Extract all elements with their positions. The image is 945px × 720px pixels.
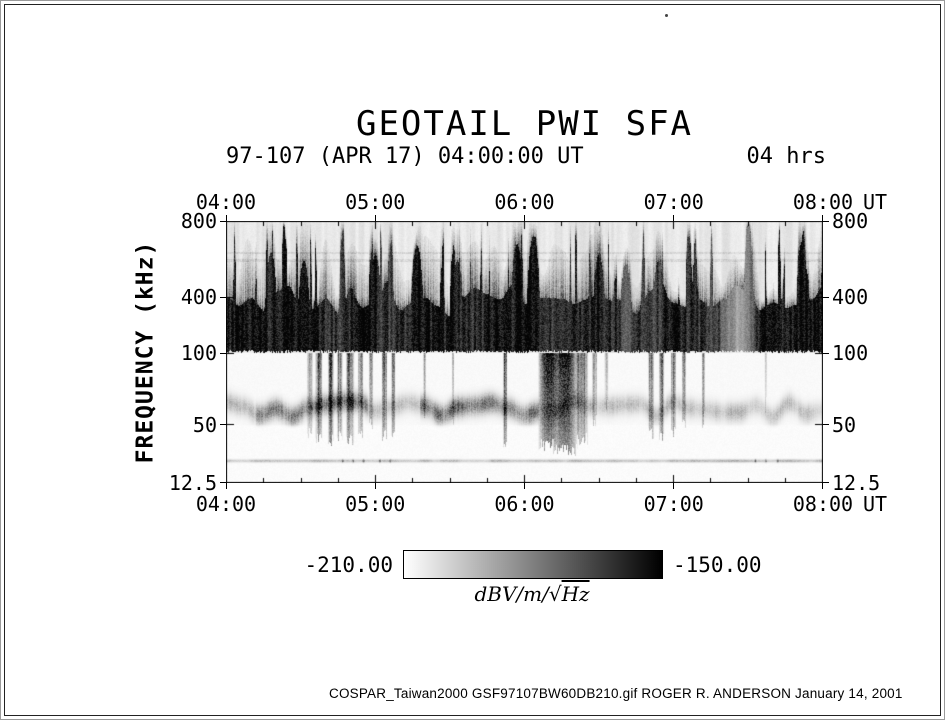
colorbar-max-label: -150.00 bbox=[673, 553, 762, 577]
x-tick-label-0: 04:00 bbox=[195, 190, 257, 214]
y-tick-label-right-0: 800 bbox=[832, 209, 869, 233]
axis-tick-mark bbox=[823, 482, 829, 483]
x-tick-label-3: 07:00 bbox=[643, 190, 704, 214]
speck-artifact bbox=[665, 14, 668, 17]
x-unit-label-top: UT bbox=[863, 190, 888, 214]
x-tick-label-1: 05:00 bbox=[345, 190, 406, 214]
axis-tick-mark bbox=[822, 483, 823, 489]
top-axis-labels: 04:00 05:00 06:00 07:00 08:00 UT bbox=[196, 190, 887, 214]
y-tick-label-left-0: 800 bbox=[180, 209, 217, 233]
y-tick-label-right-1: 400 bbox=[832, 284, 869, 309]
axis-tick-mark bbox=[220, 482, 226, 483]
colorbar-units: dBV/m/√Hz bbox=[403, 582, 661, 606]
axis-tick-mark bbox=[673, 483, 674, 489]
y-tick-label-right-3: 50 bbox=[832, 413, 857, 438]
x-tick-label-2: 06:00 bbox=[494, 190, 555, 214]
y-tick-label-left-1: 400 bbox=[180, 284, 217, 309]
y-tick-label-left-3: 50 bbox=[192, 413, 217, 438]
axis-tick-mark bbox=[524, 483, 525, 489]
x-tick-label-bottom-0: 04:00 bbox=[195, 492, 257, 516]
axis-tick-mark bbox=[375, 483, 376, 489]
y-tick-label-right-4: 12.5 bbox=[832, 471, 881, 495]
axis-tick-mark bbox=[823, 353, 829, 354]
x-tick-label-bottom-3: 07:00 bbox=[643, 492, 704, 516]
colorbar-min-label: -210.00 bbox=[304, 553, 393, 577]
y-tick-label-left-2: 100 bbox=[180, 341, 217, 366]
footer-caption: COSPAR_Taiwan2000 GSF97107BW60DB210.gif … bbox=[329, 686, 903, 701]
chart-title: GEOTAIL PWI SFA bbox=[355, 104, 694, 144]
spectrogram-canvas bbox=[226, 221, 823, 483]
x-tick-label-bottom-4: 08:00 bbox=[792, 492, 854, 516]
x-tick-label-4: 08:00 bbox=[792, 190, 854, 214]
chart-duration-label: 04 hrs bbox=[746, 144, 826, 169]
axis-tick-mark bbox=[823, 297, 829, 298]
colorbar-units-prefix: dBV/m/ bbox=[474, 582, 549, 606]
x-unit-label-bottom: UT bbox=[863, 492, 888, 516]
axis-tick-mark bbox=[220, 424, 226, 425]
chart-subtitle: 97-107 (APR 17) 04:00:00 UT bbox=[226, 144, 584, 169]
radical-sign: √ bbox=[548, 582, 562, 606]
subtitle-row: 97-107 (APR 17) 04:00:00 UT 04 hrs bbox=[226, 144, 826, 169]
axis-tick-mark bbox=[226, 483, 227, 489]
axis-tick-mark bbox=[226, 215, 227, 221]
y-tick-label-right-2: 100 bbox=[832, 341, 869, 366]
x-tick-label-bottom-2: 06:00 bbox=[494, 492, 555, 516]
axis-tick-mark bbox=[375, 215, 376, 221]
colorbar-units-radicand: Hz bbox=[561, 582, 590, 606]
axis-tick-mark bbox=[673, 215, 674, 221]
y-tick-label-left-4: 12.5 bbox=[168, 471, 217, 495]
axis-tick-mark bbox=[823, 221, 829, 222]
axis-tick-mark bbox=[823, 424, 829, 425]
axis-tick-mark bbox=[220, 221, 226, 222]
axis-tick-mark bbox=[220, 297, 226, 298]
x-tick-label-bottom-1: 05:00 bbox=[345, 492, 406, 516]
colorbar-gradient bbox=[403, 550, 663, 579]
axis-tick-mark bbox=[822, 215, 823, 221]
axis-tick-mark bbox=[220, 353, 226, 354]
axis-tick-mark bbox=[524, 215, 525, 221]
y-axis-labels-left: 800 400 100 50 12.5 bbox=[141, 209, 217, 495]
bottom-axis-labels: 04:00 05:00 06:00 07:00 08:00 UT bbox=[196, 492, 887, 516]
y-axis-labels-right: 800 400 100 50 12.5 bbox=[832, 209, 912, 495]
spectrogram-plot bbox=[220, 215, 829, 489]
